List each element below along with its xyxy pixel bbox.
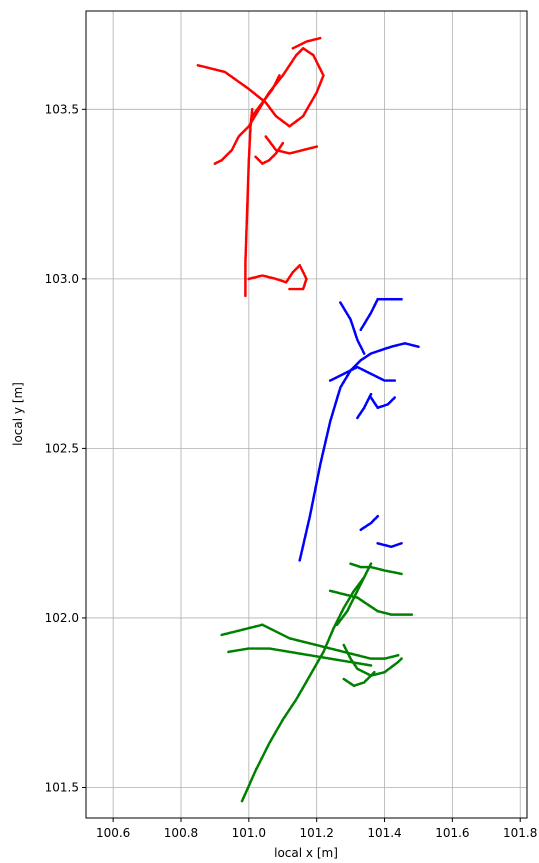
x-axis-label: local x [m] (274, 846, 338, 860)
data-point (278, 74, 281, 77)
y-tick-label: 102.0 (45, 611, 79, 625)
data-point (376, 514, 380, 518)
data-point (369, 392, 373, 396)
x-tick-label: 100.6 (96, 826, 130, 840)
plot-frame (85, 10, 528, 819)
data-point (393, 396, 397, 399)
data-point (400, 572, 403, 576)
data-point (410, 613, 414, 616)
x-tick-label: 100.8 (164, 826, 198, 840)
data-point (400, 297, 403, 301)
x-axis-ticks: 100.6 100.8 101.0 101.2 101.4 101.6 101.8 (96, 818, 537, 840)
x-tick-label: 101.2 (299, 826, 333, 840)
data-series (196, 36, 420, 803)
y-tick-label: 103.5 (45, 102, 79, 116)
data-point (393, 379, 397, 382)
data-point (250, 108, 254, 111)
data-point (362, 352, 366, 355)
data-point (315, 145, 319, 148)
data-point (362, 576, 366, 579)
data-point (400, 542, 403, 545)
y-axis-ticks: 101.5 102.0 102.5 103.0 103.5 (45, 102, 86, 794)
y-tick-label: 103.0 (45, 272, 79, 286)
x-tick-label: 101.6 (435, 826, 469, 840)
data-point (400, 657, 403, 660)
series-2 (220, 562, 414, 803)
y-tick-label: 101.5 (45, 780, 79, 794)
data-point (396, 653, 400, 657)
data-point (281, 141, 285, 145)
data-point (369, 562, 373, 565)
x-tick-label: 101.8 (503, 826, 537, 840)
data-point (373, 670, 376, 674)
x-tick-label: 101.4 (367, 826, 401, 840)
data-point (369, 664, 373, 667)
y-axis-label: local y [m] (11, 382, 25, 446)
series-0 (196, 36, 325, 298)
data-point (417, 345, 420, 349)
series-1 (298, 297, 420, 562)
data-point (213, 162, 217, 165)
grid-lines (86, 11, 527, 818)
data-point (288, 287, 291, 291)
data-point (318, 36, 322, 40)
y-tick-label: 102.5 (45, 441, 79, 455)
x-tick-label: 101.0 (232, 826, 266, 840)
